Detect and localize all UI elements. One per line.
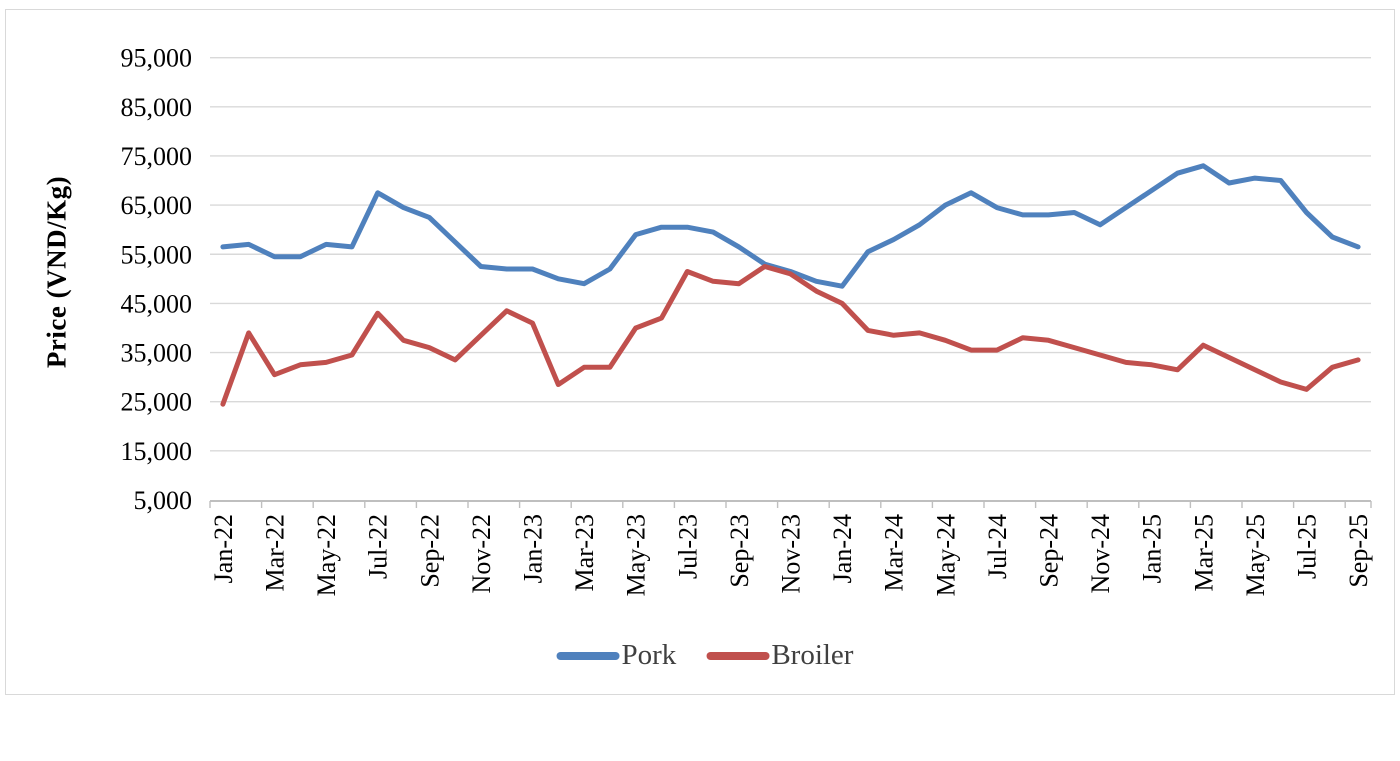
x-axis-tick-label: Nov-22 — [467, 514, 496, 593]
y-axis-title: Price (VND/Kg) — [41, 175, 72, 369]
y-axis-tick-label: 5,000 — [134, 486, 193, 515]
y-axis-tick-label: 95,000 — [121, 44, 193, 73]
x-axis-tick-label: Jul-24 — [983, 514, 1012, 579]
x-axis-tick-label: Jul-22 — [364, 514, 393, 579]
y-axis-tick-label: 75,000 — [121, 142, 193, 171]
y-axis-tick-label: 35,000 — [121, 339, 193, 368]
x-axis-tick-label: May-24 — [931, 514, 960, 596]
chart-legend: Pork Broiler — [556, 639, 853, 671]
x-axis-tick-labels: Jan-22 Mar-22 May-22 Jul-22 Sep-22 Nov-22 Jan-… — [209, 514, 1373, 596]
x-axis-tick-label: May-25 — [1241, 514, 1270, 596]
broiler-line-swatch — [706, 651, 770, 660]
x-axis-tick-label: Jan-25 — [1138, 514, 1167, 583]
x-axis-tick-label: Jul-23 — [673, 514, 702, 579]
y-gridlines — [210, 56, 1371, 452]
y-axis-tick-label: 55,000 — [121, 240, 193, 269]
x-axis-tick-label: Sep-23 — [725, 514, 754, 588]
y-axis-tick-label: 65,000 — [121, 191, 193, 220]
x-axis-tick-label: Mar-25 — [1189, 514, 1218, 591]
legend-label-pork: Pork — [621, 639, 677, 671]
x-axis-tick-label: Nov-23 — [777, 514, 806, 593]
y-axis-tick-label: 15,000 — [121, 437, 193, 466]
pork-line-swatch — [556, 651, 620, 660]
x-axis-tick-label: Jul-25 — [1293, 514, 1322, 579]
x-axis-tick-label: Sep-22 — [415, 514, 444, 588]
legend-item-broiler: Broiler — [706, 641, 853, 670]
x-axis-tick-label: Mar-24 — [880, 514, 909, 591]
broiler-series-line — [220, 264, 1361, 407]
x-axis-tick-label: Jan-23 — [519, 514, 548, 583]
x-axis — [209, 500, 1372, 508]
x-axis-tick-label: Sep-25 — [1344, 514, 1373, 588]
pork-series-line — [220, 163, 1361, 289]
y-axis-tick-label: 85,000 — [121, 93, 193, 122]
legend-item-pork: Pork — [556, 639, 677, 671]
y-axis-tick-label: 45,000 — [121, 289, 193, 318]
x-axis-tick-label: Jan-24 — [828, 514, 857, 583]
x-axis-tick-label: Jan-22 — [209, 514, 238, 583]
x-axis-tick-label: May-22 — [312, 514, 341, 596]
y-axis-tick-labels: 95,000 85,000 75,000 65,000 55,000 45,000 35,0… — [121, 44, 193, 515]
legend-label-broiler: Broiler — [771, 639, 854, 671]
x-axis-tick-label: Nov-24 — [1086, 514, 1115, 593]
y-axis-tick-label: 25,000 — [121, 388, 193, 417]
x-axis-tick-label: Mar-23 — [570, 514, 599, 591]
x-axis-tick-label: Sep-24 — [1035, 514, 1064, 588]
x-axis-tick-label: May-23 — [622, 514, 651, 596]
x-axis-tick-label: Mar-22 — [261, 514, 290, 591]
